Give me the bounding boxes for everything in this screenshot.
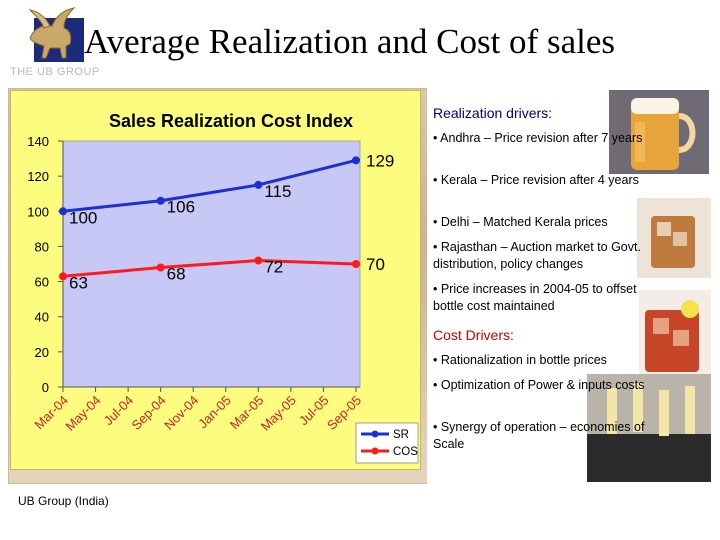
data-label-sr: 100 (69, 208, 97, 227)
legend-marker-sr (371, 430, 379, 438)
y-tick-label: 140 (27, 134, 49, 149)
data-point-cos (352, 260, 360, 268)
data-point-sr (156, 196, 165, 205)
realization-item-andhra: • Andhra – Price revision after 7 years (433, 131, 643, 145)
realization-drivers-heading: Realization drivers: (433, 105, 553, 121)
y-tick-label: 20 (35, 345, 49, 360)
legend-box (355, 422, 419, 464)
x-axis: Mar-04May-04Jul-04Sep-04Nov-04Jan-05Mar-… (31, 386, 364, 434)
data-label-cos: 68 (167, 265, 186, 284)
x-tick-label: May-04 (62, 393, 103, 434)
cost-item-bottle: • Rationalization in bottle prices (433, 353, 607, 367)
data-point-sr (59, 207, 67, 216)
chart-title: Sales Realization Cost Index (109, 111, 353, 131)
line-chart: Sales Realization Cost Index 0 20 40 60 80 10… (27, 111, 419, 464)
whisky-glass-image (637, 198, 711, 278)
y-tick-label: 40 (35, 310, 49, 325)
data-label-cos: 70 (366, 255, 385, 274)
realization-item-price-increase: • Price increases in 2004-05 to offset b… (433, 282, 637, 313)
chart-panel: Sales Realization Cost Index 0 20 40 60 80 10… (10, 90, 421, 470)
slide-title: Average Realization and Cost of sales (84, 22, 615, 61)
y-tick-label: 100 (27, 204, 49, 219)
realization-item-kerala: • Kerala – Price revision after 4 years (433, 173, 639, 187)
realization-item-delhi: • Delhi – Matched Kerala prices (433, 215, 608, 229)
data-point-cos (59, 272, 67, 281)
legend-label-sr: SR (393, 429, 409, 441)
chart-legend: SR COS (355, 422, 419, 464)
data-label-sr: 106 (167, 198, 195, 217)
realization-item-rajasthan: • Rajasthan – Auction market to Govt. di… (433, 240, 641, 271)
cost-item-power: • Optimization of Power & inputs costs (433, 378, 645, 392)
beer-mug-image (609, 90, 709, 174)
cost-drivers-heading: Cost Drivers: (433, 327, 514, 343)
cocktail-glass-image (639, 290, 711, 378)
drivers-panel: Realization drivers: • Andhra – Price re… (427, 88, 711, 484)
legend-marker-cos (371, 447, 379, 455)
data-label-sr: 129 (366, 151, 394, 170)
y-tick-label: 0 (42, 380, 49, 395)
x-tick-label: Sep-04 (129, 393, 169, 433)
legend-label-cos: COS (393, 446, 418, 458)
cost-item-synergy: • Synergy of operation – economies of Sc… (433, 420, 645, 451)
footer-text: UB Group (India) (18, 494, 109, 508)
pegasus-logo-icon (28, 7, 84, 62)
y-tick-label: 80 (35, 239, 49, 254)
y-tick-label: 60 (35, 275, 49, 290)
data-point-sr (254, 180, 263, 189)
y-axis: 0 20 40 60 80 100 120 140 (27, 134, 64, 395)
data-point-sr (352, 156, 360, 165)
x-tick-label: Nov-04 (161, 393, 201, 433)
series-line-cos (62, 258, 357, 278)
data-label-sr: 115 (264, 182, 291, 201)
data-label-cos: 63 (69, 273, 88, 292)
x-tick-label: Jan-05 (195, 393, 234, 432)
company-logo: THE UB GROUP (10, 4, 114, 78)
series-line-sr (62, 158, 357, 213)
data-point-cos (156, 263, 165, 272)
x-tick-label: May-05 (258, 393, 299, 434)
logo-text: THE UB GROUP (10, 66, 100, 78)
y-tick-label: 120 (27, 169, 49, 184)
series-layer: 100 106 115 129 63 68 72 70 (59, 151, 394, 292)
data-label-cos: 72 (264, 257, 283, 276)
champagne-toast-image (587, 374, 711, 482)
data-point-cos (254, 256, 263, 265)
